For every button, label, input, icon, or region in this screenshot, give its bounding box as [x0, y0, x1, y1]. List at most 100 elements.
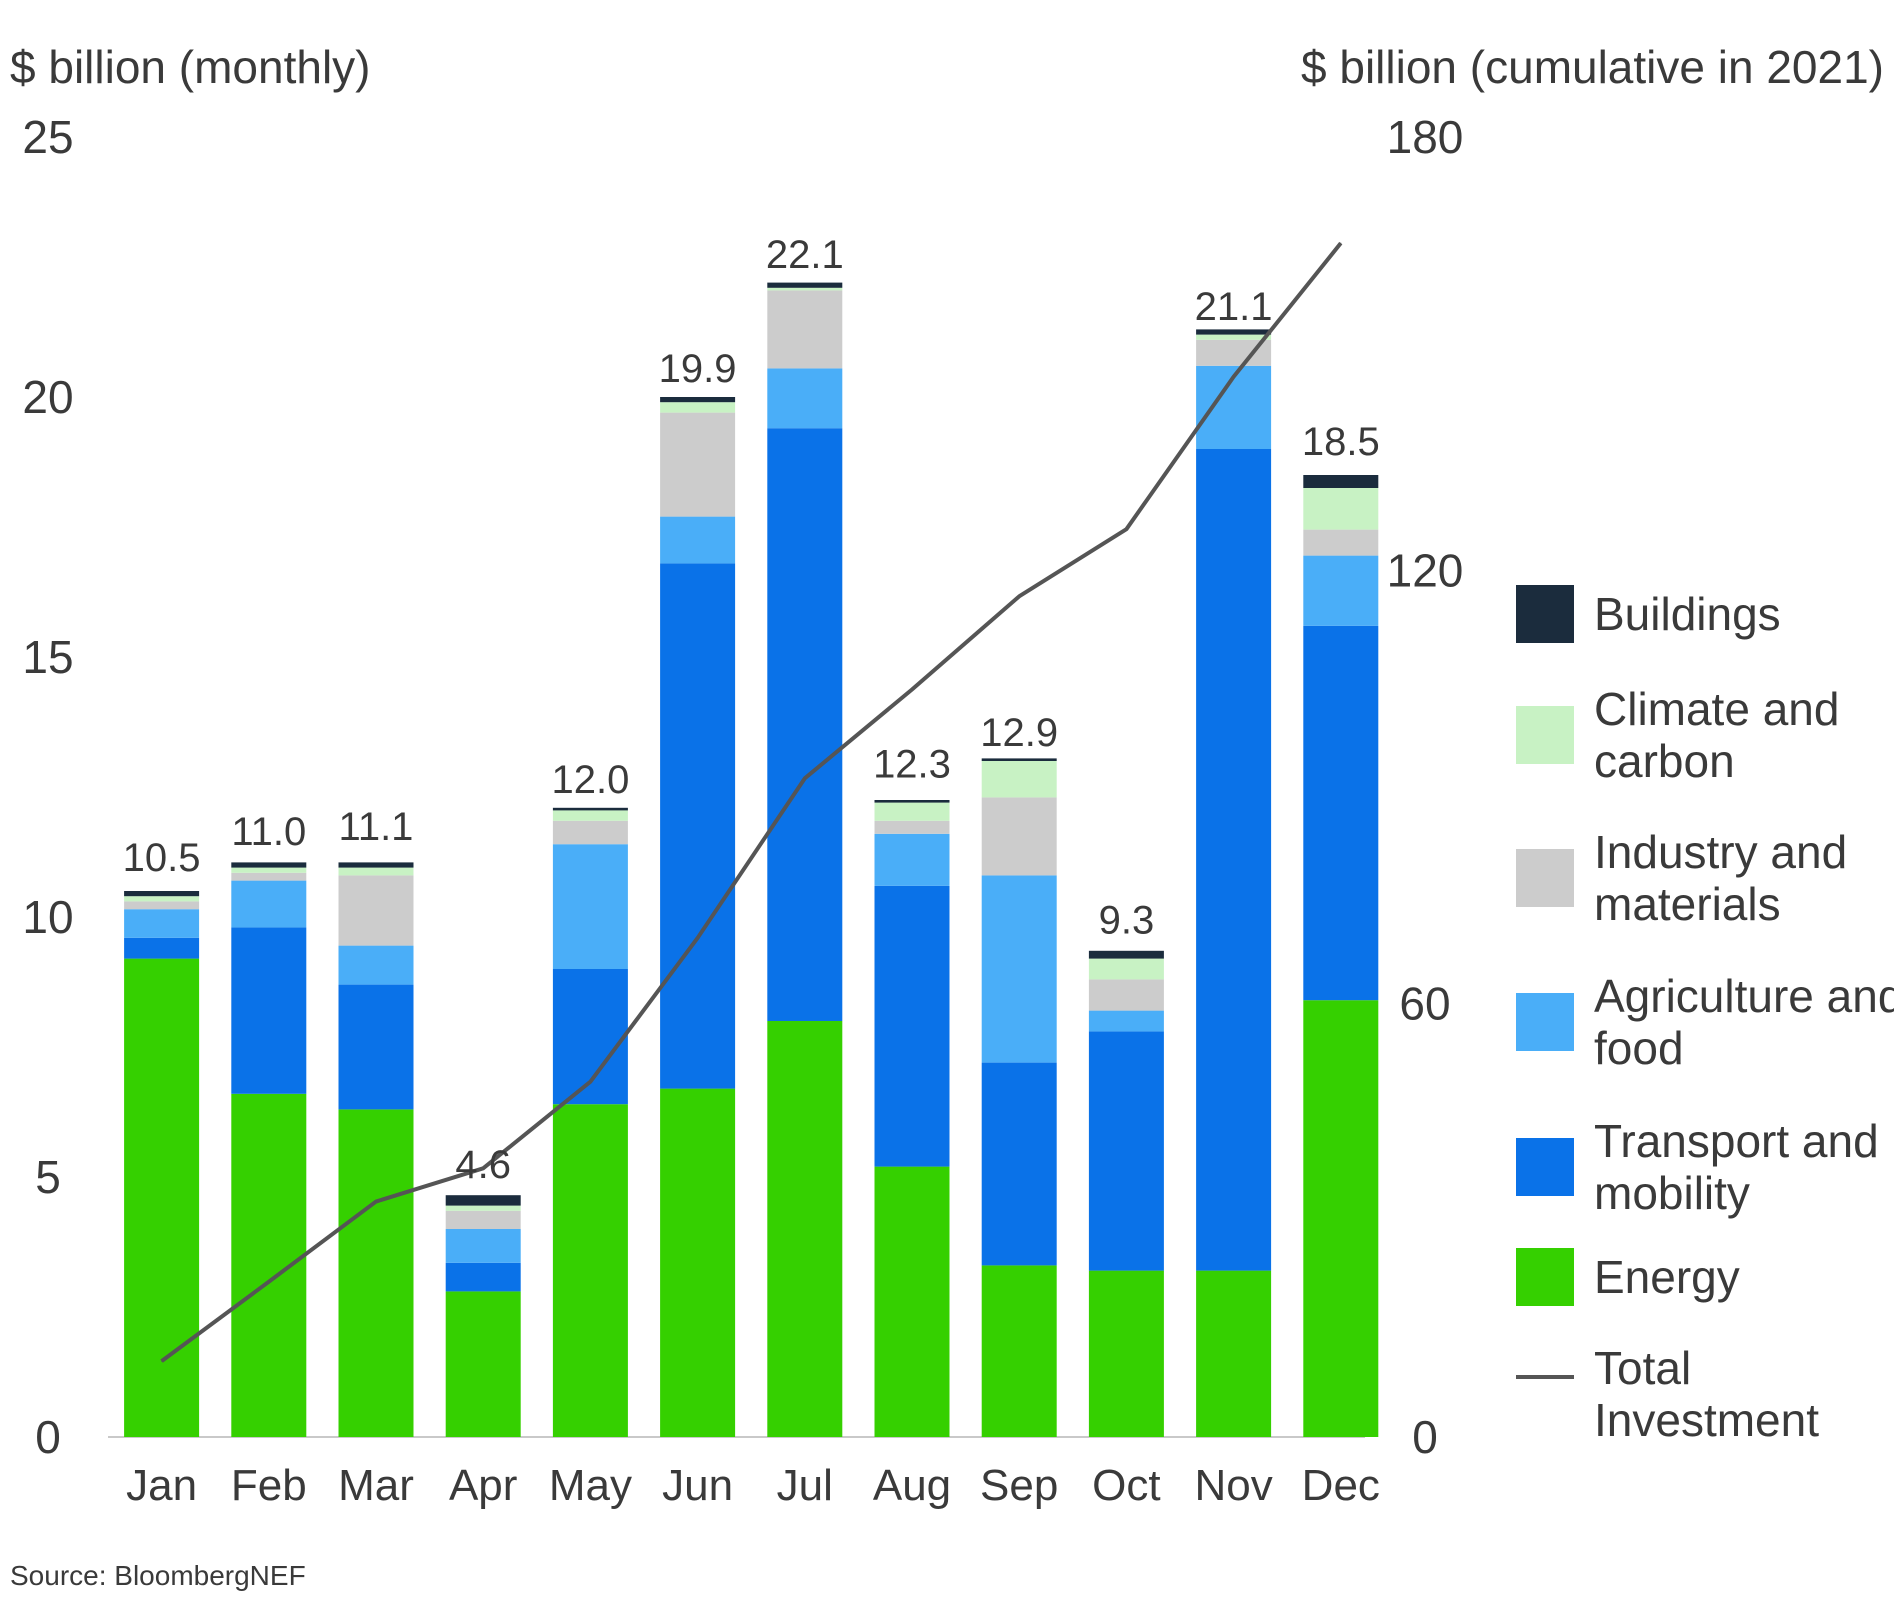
source-note: Source: BloombergNEF: [10, 1560, 306, 1591]
bar-segment-transport-and-mobility: [231, 927, 307, 1094]
bar-segment-agriculture-and-food: [1088, 1010, 1164, 1032]
bar-segment-buildings: [1303, 475, 1379, 488]
bar-segment-agriculture-and-food: [338, 945, 414, 985]
legend-item-buildings: Buildings: [1516, 585, 1781, 643]
cumulative-point: [1018, 595, 1020, 597]
bar-segment-buildings: [445, 1195, 521, 1206]
y-right-ticks: 0 60 120 180: [1387, 111, 1464, 1463]
bar-segment-industry-and-materials: [660, 412, 736, 517]
bar-segment-transport-and-mobility: [124, 937, 200, 959]
bar-segment-energy: [874, 1166, 950, 1437]
cumulative-point: [804, 777, 806, 779]
legend-label: Industry and materials: [1594, 826, 1847, 930]
x-category-label: Mar: [338, 1461, 414, 1510]
bar-segment-buildings: [660, 397, 736, 403]
bar-segment-climate-and-carbon: [660, 402, 736, 413]
bar-total-label: 10.5: [123, 836, 201, 880]
bar-segment-industry-and-materials: [552, 820, 628, 845]
bar-segment-buildings: [874, 800, 950, 803]
bar-segment-agriculture-and-food: [552, 844, 628, 969]
bar-segment-agriculture-and-food: [767, 368, 843, 429]
bar-segment-buildings: [1088, 950, 1164, 959]
bar-segment-agriculture-and-food: [660, 516, 736, 564]
bar-segment-transport-and-mobility: [445, 1262, 521, 1292]
bar-segment-agriculture-and-food: [981, 875, 1057, 1063]
cumulative-point: [268, 1281, 270, 1283]
cumulative-point: [1125, 528, 1127, 530]
bar-segment-buildings: [552, 807, 628, 811]
bar-stack-jun: [660, 397, 736, 1437]
y-left-tick-label: 15: [22, 631, 73, 683]
bar-segment-agriculture-and-food: [445, 1229, 521, 1263]
bar-segment-buildings: [338, 862, 414, 868]
legend-item-climate-and-carbon: Climate and carbon: [1516, 683, 1839, 787]
x-category-label: Sep: [980, 1461, 1058, 1510]
bar-stack-dec: [1303, 475, 1379, 1437]
bar-segment-transport-and-mobility: [660, 563, 736, 1089]
x-category-label: Aug: [873, 1461, 951, 1510]
bar-segment-industry-and-materials: [338, 875, 414, 946]
bar-segment-climate-and-carbon: [231, 867, 307, 873]
bar-segment-industry-and-materials: [445, 1210, 521, 1229]
x-category-label: Oct: [1092, 1461, 1160, 1510]
bar-segment-transport-and-mobility: [1088, 1031, 1164, 1271]
cumulative-point: [697, 937, 699, 939]
bar-segment-energy: [1303, 1000, 1379, 1437]
cumulative-line-group: [160, 241, 1343, 1363]
bar-segment-energy: [981, 1265, 1057, 1437]
bar-segment-energy: [338, 1109, 414, 1437]
legend-item-transport-and-mobility: Transport and mobility: [1516, 1115, 1879, 1219]
bar-total-labels: 10.5 11.0 11.1 4.6 12.0 19.9 22.1 12.3 12.9 9.3 21…: [123, 233, 1380, 1187]
bar-stack-feb: [231, 862, 307, 1437]
cumulative-point: [589, 1081, 591, 1083]
y-left-tick-label: 5: [35, 1151, 61, 1203]
y-left-axis-title: $ billion (monthly): [10, 41, 370, 93]
legend-swatch: [1516, 706, 1574, 764]
legend-swatch: [1516, 1248, 1574, 1306]
bar-segment-energy: [660, 1088, 736, 1437]
bar-segment-climate-and-carbon: [981, 761, 1057, 798]
bar-segment-agriculture-and-food: [874, 833, 950, 886]
bar-segment-agriculture-and-food: [231, 880, 307, 928]
bar-segment-climate-and-carbon: [124, 896, 200, 902]
cumulative-point: [1340, 242, 1342, 244]
x-category-label: Dec: [1302, 1461, 1380, 1510]
bar-total-label: 18.5: [1302, 420, 1380, 464]
x-category-label: Jul: [777, 1461, 833, 1510]
bar-segment-transport-and-mobility: [874, 885, 950, 1167]
y-right-tick-label: 60: [1399, 978, 1450, 1030]
bar-segment-transport-and-mobility: [1303, 625, 1379, 1001]
legend-swatch: [1516, 585, 1574, 643]
bar-segment-transport-and-mobility: [981, 1062, 1057, 1266]
bar-total-label: 12.9: [980, 711, 1058, 755]
bar-segment-industry-and-materials: [981, 797, 1057, 876]
bar-segment-energy: [1196, 1270, 1272, 1437]
bar-total-label: 12.3: [873, 742, 951, 786]
bar-segment-buildings: [1196, 329, 1272, 335]
cumulative-point: [482, 1167, 484, 1169]
legend-label: Climate and carbon: [1594, 683, 1839, 787]
legend-item-agriculture-and-food: Agriculture and food: [1516, 970, 1894, 1074]
legend: Buildings Climate and carbon Industry and ma…: [1516, 585, 1894, 1446]
bar-segment-climate-and-carbon: [1196, 334, 1272, 340]
bar-segment-energy: [552, 1104, 628, 1437]
legend-label: Transport and mobility: [1594, 1115, 1879, 1219]
bar-stack-nov: [1196, 329, 1272, 1437]
legend-swatch: [1516, 849, 1574, 907]
legend-swatch: [1516, 993, 1574, 1051]
y-right-tick-label: 120: [1387, 544, 1464, 596]
bar-segment-energy: [1088, 1270, 1164, 1437]
bar-segment-climate-and-carbon: [874, 802, 950, 821]
bar-segment-industry-and-materials: [767, 290, 843, 369]
cumulative-point: [161, 1360, 163, 1362]
bar-segment-climate-and-carbon: [338, 867, 414, 876]
bar-total-label: 11.0: [231, 810, 306, 854]
bar-segment-industry-and-materials: [1088, 979, 1164, 1011]
bar-segment-transport-and-mobility: [1196, 449, 1272, 1271]
legend-label: Buildings: [1594, 588, 1781, 640]
bar-stack-sep: [981, 758, 1057, 1437]
cumulative-point: [1233, 376, 1235, 378]
bar-total-label: 21.1: [1195, 285, 1273, 329]
bar-segment-energy: [767, 1021, 843, 1437]
bar-segment-energy: [124, 958, 200, 1437]
